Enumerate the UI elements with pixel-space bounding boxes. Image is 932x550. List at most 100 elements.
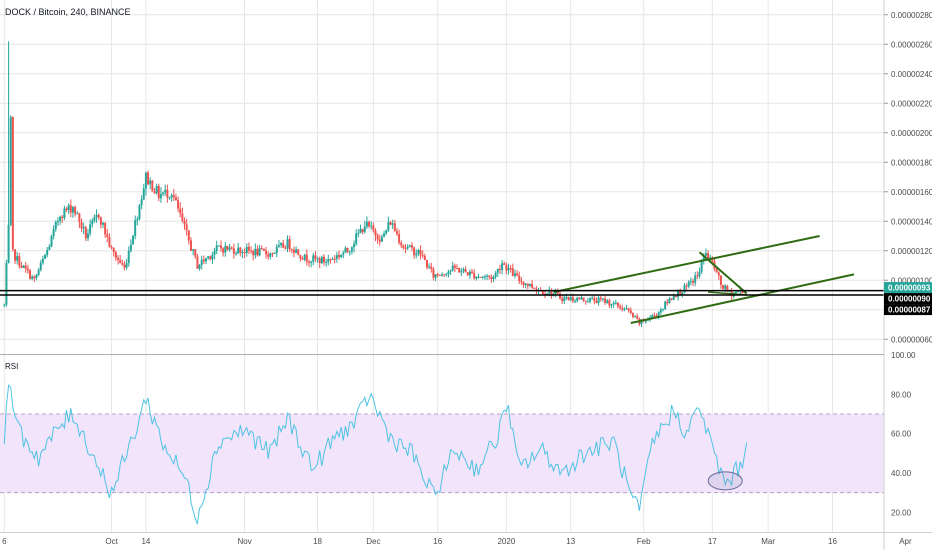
- candle-body: [24, 265, 27, 269]
- candle-body: [93, 217, 96, 221]
- candle-body: [681, 292, 684, 295]
- candle-body: [125, 263, 128, 268]
- candle-body: [475, 276, 478, 279]
- candle-body: [629, 310, 632, 314]
- candle-body: [664, 301, 667, 310]
- candle-body: [114, 252, 117, 258]
- candle-body: [39, 262, 42, 270]
- candle-body: [159, 194, 162, 199]
- candle-body: [687, 281, 690, 287]
- candle-body: [33, 276, 36, 279]
- candle-body: [237, 247, 240, 254]
- candle-body: [473, 272, 476, 279]
- rsi-label: RSI: [5, 362, 18, 371]
- y-tick-label: 0.00000220: [891, 99, 932, 108]
- candle-body: [162, 192, 165, 195]
- candle-body: [445, 274, 448, 276]
- candle-body: [385, 230, 388, 234]
- candle-body: [464, 269, 467, 273]
- candle-body: [378, 239, 381, 242]
- candle-body: [492, 277, 495, 280]
- candle-body: [621, 308, 624, 310]
- candle-body: [578, 297, 581, 300]
- candle-body: [192, 249, 195, 251]
- candle-body: [144, 172, 147, 189]
- candle-body: [531, 283, 534, 288]
- candle-body: [674, 295, 677, 298]
- rsi-line: [3, 384, 748, 525]
- candle-body: [430, 266, 433, 269]
- x-tick-label: 6: [2, 537, 7, 546]
- candle-body: [138, 205, 141, 220]
- candle-body: [327, 259, 330, 263]
- candle-body: [314, 255, 317, 259]
- price-tags: 0.00000093 0.00000090 0.00000087: [884, 282, 932, 316]
- candle-body: [494, 272, 497, 278]
- candle-body: [256, 248, 259, 256]
- candle-body: [576, 297, 579, 301]
- candle-body: [7, 224, 10, 264]
- candle-body: [490, 276, 493, 280]
- candle-body: [121, 262, 124, 265]
- x-tick-label: Apr: [899, 537, 912, 546]
- candle-body: [374, 230, 377, 236]
- candle-body: [322, 256, 325, 263]
- candle-body: [616, 302, 619, 307]
- y-tick-label: 0.00000060: [891, 335, 932, 344]
- candle-body: [198, 265, 201, 269]
- candle-body: [413, 247, 416, 256]
- rsi-y-tick-label: 40.00: [891, 469, 912, 478]
- candle-body: [608, 300, 611, 306]
- candle-body: [376, 235, 379, 240]
- candle-body: [69, 205, 72, 213]
- candle-body: [548, 290, 551, 294]
- candle-body: [634, 316, 637, 318]
- candle-body: [209, 256, 212, 260]
- candle-body: [498, 269, 501, 271]
- candle-body: [207, 256, 210, 259]
- candle-body: [213, 251, 216, 255]
- candle-body: [350, 247, 353, 252]
- candle-body: [303, 254, 306, 260]
- candle-body: [134, 220, 137, 237]
- candle-body: [623, 308, 626, 310]
- candle-body: [380, 236, 383, 242]
- candle-body: [59, 216, 62, 222]
- candle-body: [288, 239, 291, 250]
- candle-body: [97, 214, 100, 218]
- candle-body: [471, 271, 474, 273]
- candle-body: [99, 217, 102, 225]
- candle-body: [258, 248, 261, 256]
- candle-body: [636, 316, 639, 319]
- candle-body: [95, 214, 98, 218]
- candle-body: [441, 274, 443, 276]
- candle-body: [417, 250, 420, 254]
- candle-body: [509, 268, 512, 270]
- candle-body: [211, 254, 214, 260]
- candle-body: [522, 282, 525, 285]
- candle-body: [393, 223, 396, 232]
- x-tick-label: Mar: [761, 537, 775, 546]
- candle-body: [599, 297, 602, 300]
- candle-body: [516, 273, 519, 276]
- price-tag-label: 0.00000087: [888, 306, 931, 315]
- candle-body: [84, 227, 87, 239]
- candle-body: [177, 200, 180, 209]
- x-tick-label: 14: [141, 537, 150, 546]
- rsi-y-tick-label: 100.00: [891, 351, 916, 360]
- candle-body: [368, 221, 371, 227]
- candle-body: [282, 243, 285, 248]
- candle-body: [340, 254, 343, 257]
- candle-body: [147, 172, 150, 185]
- candle-body: [329, 259, 332, 261]
- candle-body: [151, 180, 154, 192]
- candle-body: [726, 285, 729, 292]
- candle-body: [254, 248, 257, 256]
- candle-body: [318, 258, 321, 264]
- candle-body: [29, 270, 32, 279]
- candle-body: [136, 219, 139, 221]
- candle-body: [694, 275, 697, 283]
- candle-body: [104, 222, 107, 235]
- candle-body: [63, 208, 66, 219]
